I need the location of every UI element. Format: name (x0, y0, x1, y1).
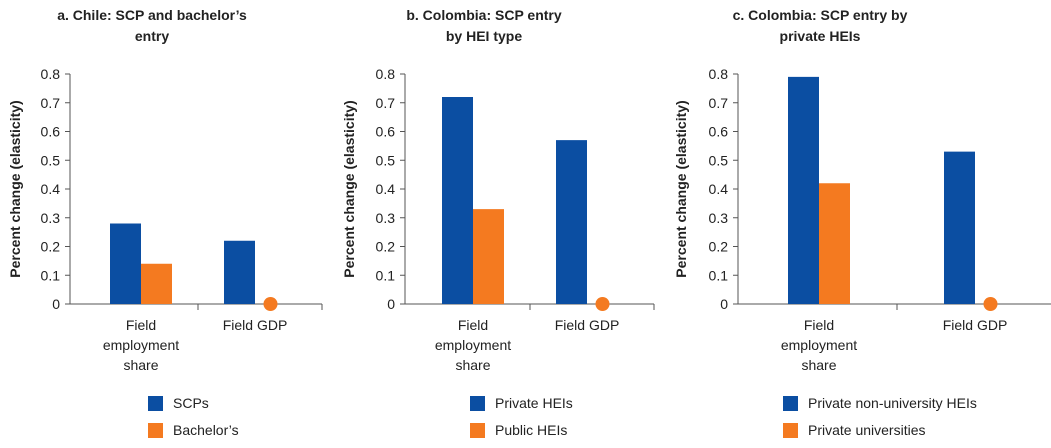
bar-series1 (110, 223, 141, 304)
x-category-label: Field GDP (223, 317, 288, 333)
zero-value-marker (983, 297, 998, 311)
chart-panel-a: a. Chile: SCP and bachelor’s entry Percent… (7, 7, 323, 438)
y-tick-label: 0.2 (376, 239, 396, 255)
zero-value-marker (595, 297, 610, 311)
legend-label: Private universities (808, 422, 926, 438)
bar-series1 (442, 97, 473, 304)
bar-series2 (819, 183, 850, 304)
x-category-label: Field (804, 317, 834, 333)
bar-series1 (224, 240, 255, 304)
y-tick-label: 0.4 (376, 181, 396, 197)
y-tick-label: 0.7 (709, 95, 729, 111)
bar-series2 (473, 209, 504, 304)
x-category-label: employment (103, 337, 179, 353)
y-tick-label: 0.3 (709, 210, 729, 226)
y-tick-label: 0.5 (376, 152, 396, 168)
y-tick-label: 0.8 (709, 66, 729, 82)
y-tick-label: 0.6 (709, 124, 729, 140)
legend-label: Private non-university HEIs (808, 395, 977, 411)
chart-panel-c: c. Colombia: SCP entry by private HEIs Per… (673, 7, 1051, 438)
y-tick-label: 0.7 (41, 95, 61, 111)
legend-swatch (783, 423, 798, 438)
x-category-label: employment (435, 337, 511, 353)
x-category-label: Field (126, 317, 156, 333)
y-tick-label: 0.6 (376, 124, 396, 140)
x-category-label: share (455, 357, 490, 373)
chart-title: by HEI type (446, 28, 522, 44)
legend-label: SCPs (173, 395, 209, 411)
y-axis-label: Percent change (elasticity) (673, 100, 689, 277)
legend-swatch (148, 423, 163, 438)
y-tick-label: 0.1 (709, 267, 729, 283)
y-tick-label: 0.1 (41, 267, 61, 283)
chart-title: a. Chile: SCP and bachelor’s (57, 7, 247, 23)
x-category-label: share (123, 357, 158, 373)
y-tick-label: 0.7 (376, 95, 396, 111)
legend-swatch (783, 396, 798, 411)
x-category-label: Field GDP (555, 317, 620, 333)
y-tick-label: 0 (387, 296, 395, 312)
y-axis-label: Percent change (elasticity) (341, 100, 357, 277)
y-tick-label: 0.8 (376, 66, 396, 82)
bar-series1 (944, 151, 975, 304)
y-tick-label: 0 (720, 296, 728, 312)
y-tick-label: 0.4 (41, 181, 61, 197)
chart-title: private HEIs (780, 28, 861, 44)
x-category-label: Field GDP (943, 317, 1008, 333)
chart-title: c. Colombia: SCP entry by (733, 7, 908, 23)
y-tick-label: 0.1 (376, 267, 396, 283)
x-category-label: Field (458, 317, 488, 333)
y-tick-label: 0.2 (709, 239, 729, 255)
y-tick-label: 0.6 (41, 124, 61, 140)
bar-series1 (788, 76, 819, 304)
y-tick-label: 0.5 (41, 152, 61, 168)
legend-swatch (148, 396, 163, 411)
x-category-label: employment (781, 337, 857, 353)
y-tick-label: 0.4 (709, 181, 729, 197)
zero-value-marker (263, 297, 278, 311)
legend-swatch (470, 423, 485, 438)
y-tick-label: 0 (52, 296, 60, 312)
chart-title: entry (135, 28, 169, 44)
legend-swatch (470, 396, 485, 411)
y-tick-label: 0.5 (709, 152, 729, 168)
y-tick-label: 0.3 (376, 210, 396, 226)
y-tick-label: 0.2 (41, 239, 61, 255)
chart-panel-b: b. Colombia: SCP entry by HEI type Percent… (341, 7, 655, 438)
y-tick-label: 0.8 (41, 66, 61, 82)
bar-series1 (556, 140, 587, 304)
x-category-label: share (801, 357, 836, 373)
bar-series2 (141, 263, 172, 304)
legend-label: Private HEIs (495, 395, 573, 411)
chart-title: b. Colombia: SCP entry (406, 7, 562, 23)
legend-label: Public HEIs (495, 422, 567, 438)
y-tick-label: 0.3 (41, 210, 61, 226)
y-axis-label: Percent change (elasticity) (7, 100, 23, 277)
legend-label: Bachelor’s (173, 422, 239, 438)
